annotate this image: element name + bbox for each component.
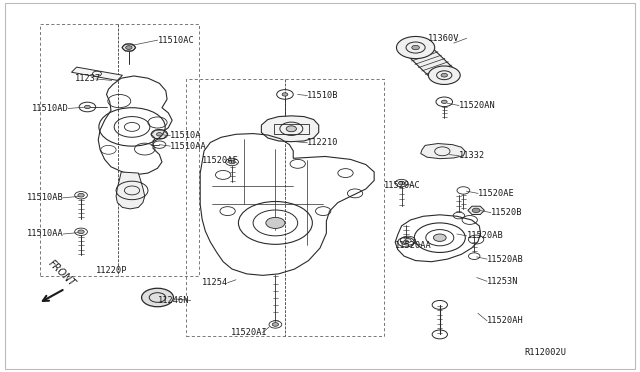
Text: R112002U: R112002U: [524, 348, 566, 357]
Circle shape: [398, 181, 404, 185]
Circle shape: [396, 36, 435, 59]
Circle shape: [442, 100, 447, 103]
Text: 11220P: 11220P: [96, 266, 127, 275]
Polygon shape: [261, 116, 319, 142]
Text: 11520AB: 11520AB: [467, 231, 503, 240]
Text: 11520AA: 11520AA: [395, 241, 432, 250]
Text: 11510AC: 11510AC: [157, 36, 195, 45]
Text: 11253N: 11253N: [487, 277, 518, 286]
Text: 11510A: 11510A: [170, 131, 202, 140]
Text: 11510AA: 11510AA: [170, 142, 207, 151]
Text: 11510AD: 11510AD: [32, 104, 68, 113]
Text: 112210: 112210: [307, 138, 339, 147]
Text: 11246N: 11246N: [157, 296, 189, 305]
Circle shape: [286, 126, 296, 132]
Circle shape: [412, 45, 419, 50]
Circle shape: [282, 93, 288, 96]
Text: 11520AF: 11520AF: [202, 155, 239, 165]
Text: 11520B: 11520B: [491, 208, 522, 217]
Polygon shape: [404, 44, 456, 79]
Text: 11520AB: 11520AB: [487, 254, 524, 264]
Circle shape: [125, 46, 132, 49]
Polygon shape: [420, 144, 465, 159]
Circle shape: [84, 105, 90, 109]
Text: 11520AI: 11520AI: [231, 328, 268, 337]
Text: 11520AE: 11520AE: [478, 189, 515, 198]
Polygon shape: [116, 172, 145, 209]
Circle shape: [266, 217, 285, 228]
Text: 11520AN: 11520AN: [459, 101, 495, 110]
Polygon shape: [122, 44, 136, 51]
Text: 11510B: 11510B: [307, 91, 339, 100]
Circle shape: [403, 240, 409, 244]
Text: 11332: 11332: [459, 151, 485, 160]
Circle shape: [78, 230, 84, 234]
Text: 11510AA: 11510AA: [27, 230, 63, 238]
Circle shape: [428, 66, 460, 84]
Polygon shape: [468, 206, 484, 215]
Circle shape: [472, 208, 480, 212]
Text: 11237: 11237: [75, 74, 101, 83]
Text: 11254: 11254: [202, 278, 228, 287]
Polygon shape: [151, 130, 168, 138]
Circle shape: [433, 234, 446, 241]
Text: 11360V: 11360V: [428, 34, 460, 43]
Polygon shape: [72, 67, 122, 80]
Text: 11520AC: 11520AC: [384, 182, 420, 190]
Circle shape: [272, 323, 278, 326]
Circle shape: [229, 160, 236, 164]
Circle shape: [157, 133, 163, 136]
Circle shape: [141, 288, 173, 307]
Text: 11510AB: 11510AB: [27, 193, 63, 202]
Circle shape: [78, 193, 84, 197]
Text: FRONT: FRONT: [46, 258, 77, 288]
Circle shape: [441, 73, 447, 77]
Text: 11520AH: 11520AH: [487, 316, 524, 325]
